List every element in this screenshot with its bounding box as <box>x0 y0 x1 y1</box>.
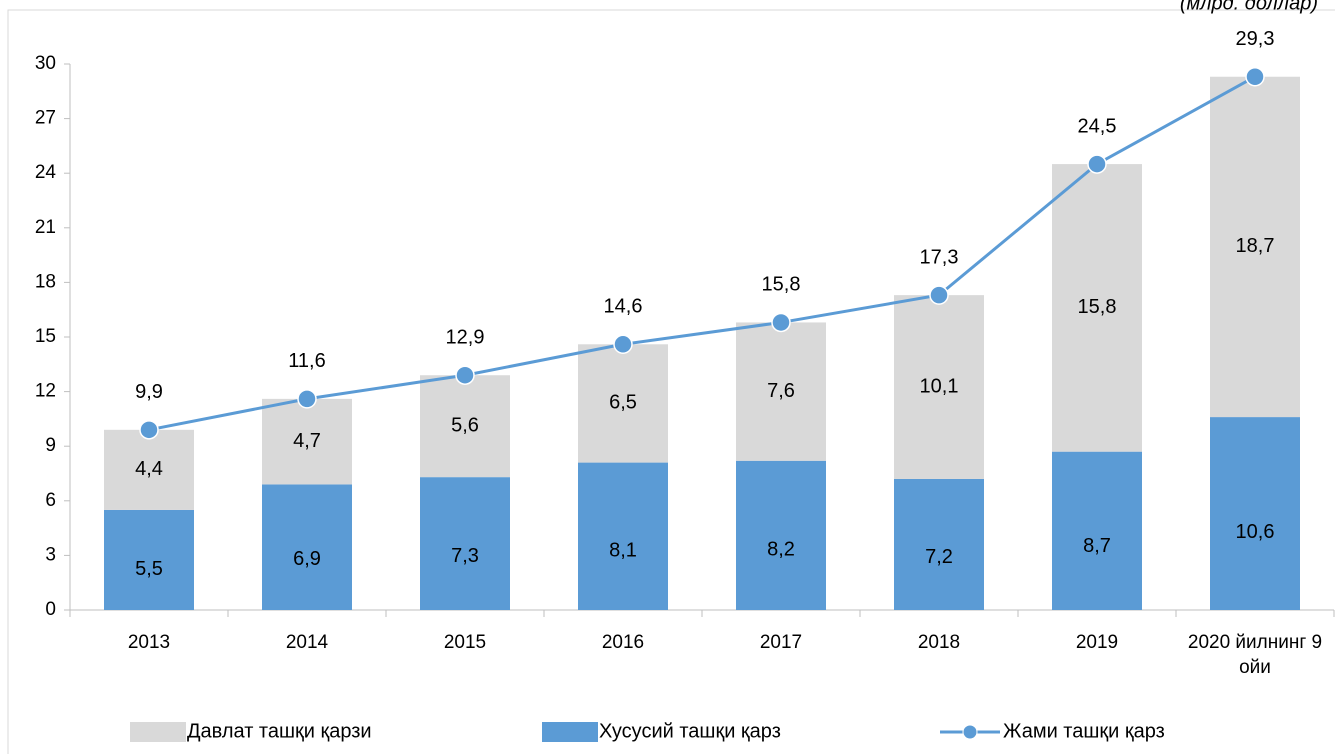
chart-border <box>7 9 1335 754</box>
bar-segment <box>736 322 826 461</box>
x-tick-label: 2013 <box>127 632 171 653</box>
data-label: 8,1 <box>609 539 637 561</box>
x-tick-label: 2015 <box>443 632 487 653</box>
x-tick-label: 2014 <box>285 632 329 653</box>
y-tick-label: 12 <box>35 381 56 402</box>
line-marker <box>1087 154 1107 174</box>
data-label: 4,7 <box>293 430 321 452</box>
bar-segment <box>1210 76 1300 418</box>
data-label: 5,6 <box>451 414 479 436</box>
line-marker <box>297 389 317 409</box>
line-marker <box>139 420 159 440</box>
bar-segment <box>578 344 668 463</box>
y-tick-label: 18 <box>35 271 56 292</box>
data-label: 17,3 <box>920 246 959 268</box>
bar-segment <box>894 478 984 610</box>
x-tick-label: 2017 <box>759 632 803 653</box>
legend-label: Давлат ташқи қарзи <box>187 720 372 742</box>
x-tick-label: 2016 <box>601 632 645 653</box>
legend-label: Жами ташқи қарз <box>1003 720 1165 742</box>
data-label: 6,5 <box>609 392 637 414</box>
line-marker <box>771 312 791 333</box>
bar-segment <box>104 429 194 510</box>
legend-swatch <box>130 722 186 742</box>
data-label: 4,4 <box>135 458 163 480</box>
legend-swatch-marker <box>962 724 978 740</box>
y-tick-label: 27 <box>35 108 56 129</box>
data-label: 24,5 <box>1078 115 1117 137</box>
line-marker <box>613 334 633 355</box>
bar-segment <box>1210 417 1300 610</box>
bar-segment <box>262 398 352 485</box>
data-label: 7,6 <box>767 380 795 402</box>
unit-label: (млрд. доллар) <box>1180 0 1318 14</box>
line <box>148 75 1256 432</box>
bar-segment <box>420 375 510 478</box>
bar-segment <box>1052 164 1142 452</box>
data-label: 5,5 <box>135 558 163 580</box>
line-marker <box>1245 66 1265 87</box>
data-label: 15,8 <box>762 274 801 296</box>
data-label: 11,6 <box>288 350 325 372</box>
data-label: 15,8 <box>1078 296 1117 318</box>
bar-segment <box>262 484 352 610</box>
y-tick-label: 24 <box>35 162 57 183</box>
y-tick-label: 21 <box>35 217 56 238</box>
bar-segment <box>1052 451 1142 610</box>
line-marker <box>929 285 949 305</box>
bar-segment <box>578 462 668 610</box>
legend-label: Хусусий ташқи қарз <box>599 720 781 742</box>
x-tick-label: 2020 йилнинг 9 ойи <box>1187 632 1323 678</box>
y-tick-label: 9 <box>45 435 56 456</box>
data-label: 8,2 <box>767 539 795 561</box>
y-tick-label: 6 <box>45 490 56 511</box>
data-label: 9,9 <box>135 381 163 403</box>
y-tick-label: 30 <box>35 53 56 74</box>
data-label: 29,3 <box>1236 28 1275 50</box>
data-label: 10,1 <box>920 375 959 397</box>
line-marker <box>455 365 475 385</box>
data-label: 6,9 <box>293 548 321 570</box>
y-tick-label: 15 <box>35 326 56 347</box>
x-tick-label: 2019 <box>1075 632 1119 653</box>
bar-segment <box>736 460 826 610</box>
data-label: 8,7 <box>1083 535 1111 557</box>
data-label: 7,3 <box>451 545 479 567</box>
data-label: 14,6 <box>604 296 643 318</box>
bar-segment <box>420 477 510 610</box>
y-tick-label: 3 <box>45 544 56 565</box>
legend-swatch <box>542 722 598 742</box>
y-tick-label: 0 <box>45 599 56 620</box>
data-label: 18,7 <box>1236 235 1275 257</box>
bar-segment <box>894 295 984 479</box>
bar-segment <box>104 509 194 610</box>
x-tick-label: 2018 <box>917 632 961 653</box>
data-label: 12,9 <box>446 327 485 349</box>
data-label: 10,6 <box>1236 521 1275 543</box>
data-label: 7,2 <box>925 546 953 568</box>
